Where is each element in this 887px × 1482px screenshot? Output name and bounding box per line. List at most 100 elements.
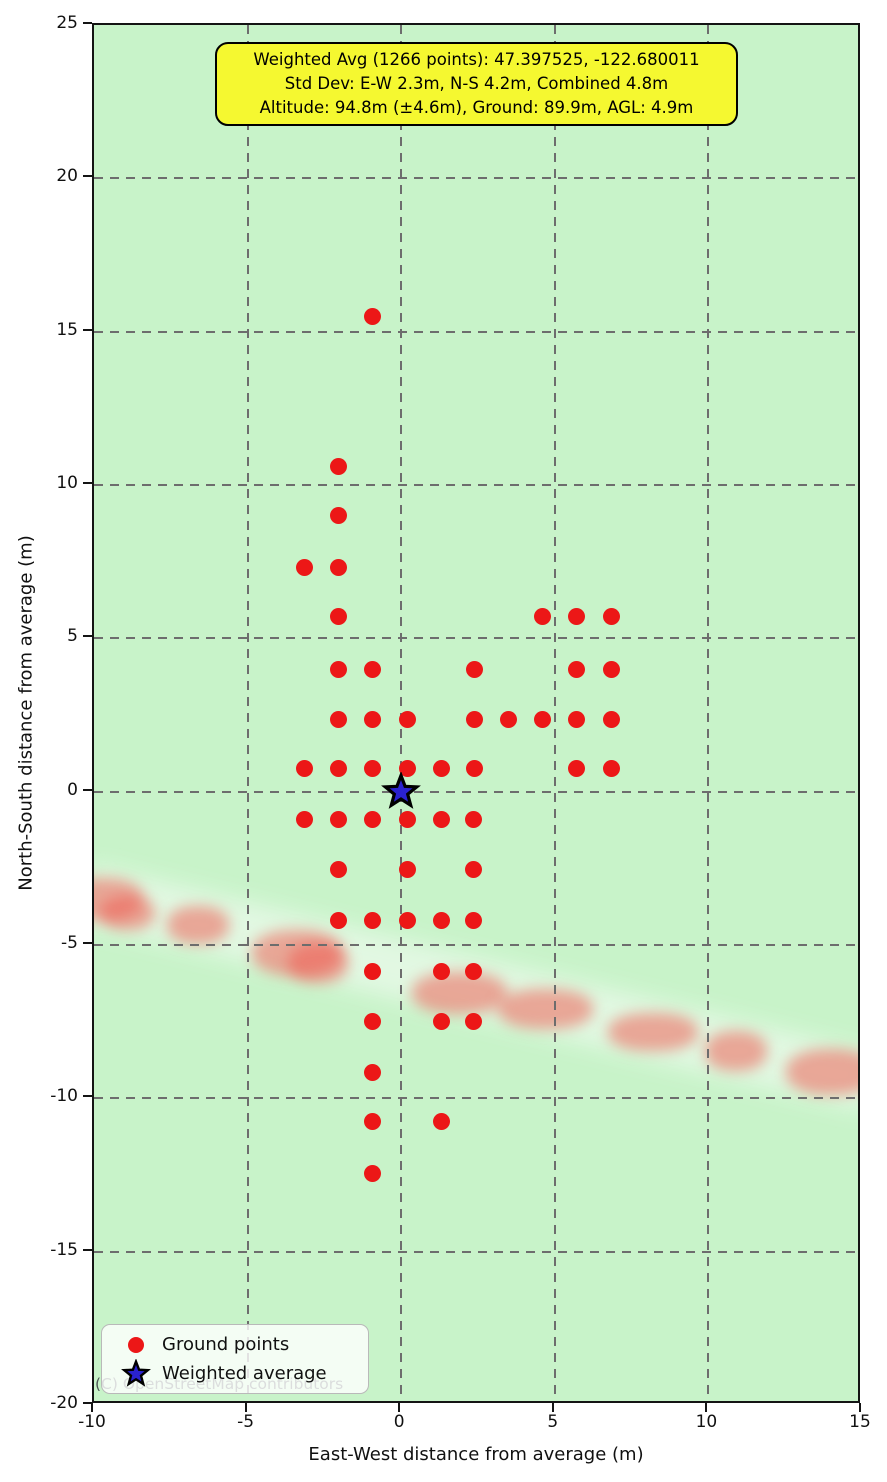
basemap-road-mark	[167, 906, 230, 945]
stats-line-std-dev: Std Dev: E-W 2.3m, N-S 4.2m, Combined 4.…	[284, 74, 669, 93]
y-tick-mark	[83, 1095, 92, 1098]
basemap-road-mark	[412, 971, 508, 1014]
ground-point	[295, 559, 313, 577]
ground-point	[432, 760, 450, 778]
weighted-average-star-icon	[110, 1358, 162, 1389]
x-axis-label: East-West distance from average (m)	[308, 1444, 644, 1465]
ground-point	[464, 861, 482, 879]
ground-point	[363, 1164, 381, 1182]
y-tick-mark	[83, 788, 92, 791]
y-tick-label: 20	[56, 166, 78, 187]
x-tick-label: -5	[237, 1412, 255, 1432]
basemap-road-mark	[705, 1030, 768, 1071]
x-tick-label: 5	[547, 1412, 559, 1432]
basemap-road-mark	[94, 878, 144, 920]
basemap-road-mark	[251, 929, 342, 976]
x-tick-mark	[551, 1403, 554, 1412]
y-tick-mark	[83, 942, 92, 944]
basemap-road-mark	[786, 1049, 858, 1096]
ground-point	[567, 608, 585, 626]
ground-point	[295, 760, 313, 778]
gridline-horizontal	[94, 944, 858, 946]
ground-point	[603, 608, 621, 626]
ground-point	[363, 962, 381, 980]
ground-point	[603, 711, 621, 729]
ground-point	[464, 911, 482, 929]
legend: Ground points Weighted average	[101, 1324, 369, 1394]
ground-point	[432, 962, 450, 980]
y-tick-label: -20	[50, 1393, 78, 1413]
x-tick-mark	[91, 1403, 93, 1412]
stats-line-altitude: Altitude: 94.8m (±4.6m), Ground: 89.9m, …	[259, 98, 694, 117]
ground-point	[432, 1013, 450, 1031]
stats-annotation-box: Weighted Avg (1266 points): 47.397525, -…	[215, 42, 738, 126]
y-tick-label: 5	[67, 626, 78, 647]
ground-point	[534, 711, 551, 729]
x-tick-mark	[859, 1403, 861, 1412]
y-tick-label: 15	[56, 319, 78, 340]
y-tick-label: -10	[50, 1086, 78, 1107]
ground-point	[295, 810, 313, 828]
ground-point	[329, 711, 347, 729]
gridline-horizontal	[94, 1250, 858, 1253]
ground-point	[363, 1013, 381, 1031]
ground-point	[329, 660, 347, 678]
ground-point	[432, 911, 450, 929]
y-tick-mark	[83, 1402, 92, 1404]
y-tick-mark	[83, 482, 92, 484]
basemap-road-mark	[288, 943, 349, 984]
ground-point	[329, 911, 347, 929]
legend-item: Ground points	[110, 1330, 360, 1359]
ground-point	[603, 760, 621, 778]
basemap-road-mark	[498, 989, 594, 1030]
ground-point	[363, 711, 381, 729]
ground-point	[329, 861, 347, 879]
x-tick-label: 10	[695, 1412, 718, 1432]
x-tick-label: 15	[849, 1412, 871, 1432]
ground-point	[363, 1112, 381, 1130]
y-tick-mark	[83, 328, 92, 331]
gridline-horizontal	[94, 637, 858, 640]
ground-point	[398, 861, 416, 879]
ground-point	[398, 760, 416, 778]
ground-point	[398, 711, 416, 729]
plot-area	[92, 23, 860, 1403]
x-tick-mark	[398, 1403, 401, 1412]
ground-point	[603, 660, 621, 678]
y-tick-mark	[83, 635, 92, 638]
y-axis-label: North-South distance from average (m)	[15, 535, 37, 891]
weighted-average-star	[381, 770, 422, 816]
x-tick-label: -10	[78, 1412, 106, 1432]
ground-point	[466, 711, 484, 729]
ground-point	[464, 962, 482, 980]
gridline-vertical	[553, 25, 556, 1401]
ground-point	[500, 711, 518, 729]
ground-point	[329, 458, 347, 476]
basemap-road-band	[94, 864, 858, 1112]
y-tick-mark	[83, 175, 92, 178]
ground-point	[466, 760, 484, 778]
legend-label: Ground points	[162, 1334, 290, 1355]
ground-point	[464, 1013, 482, 1031]
ground-point	[329, 608, 347, 626]
y-tick-label: -5	[61, 933, 78, 953]
ground-point	[466, 660, 484, 678]
ground-point	[567, 660, 585, 678]
ground-point	[329, 760, 347, 778]
y-tick-label: 25	[56, 13, 78, 33]
ground-point	[363, 810, 381, 828]
ground-point	[567, 711, 585, 729]
legend-label: Weighted average	[162, 1363, 327, 1384]
gridline-vertical	[246, 25, 249, 1401]
legend-dot	[128, 1336, 144, 1353]
ground-point	[432, 810, 450, 828]
y-tick-mark	[83, 1248, 92, 1251]
ground-point	[363, 760, 381, 778]
y-tick-label: 0	[67, 779, 78, 800]
gridline-horizontal	[94, 330, 858, 333]
x-tick-label: 0	[393, 1412, 405, 1432]
gridline-horizontal	[94, 177, 858, 180]
y-tick-label: 10	[56, 473, 78, 493]
gridline-horizontal	[94, 484, 858, 486]
ground-point	[432, 1112, 450, 1130]
